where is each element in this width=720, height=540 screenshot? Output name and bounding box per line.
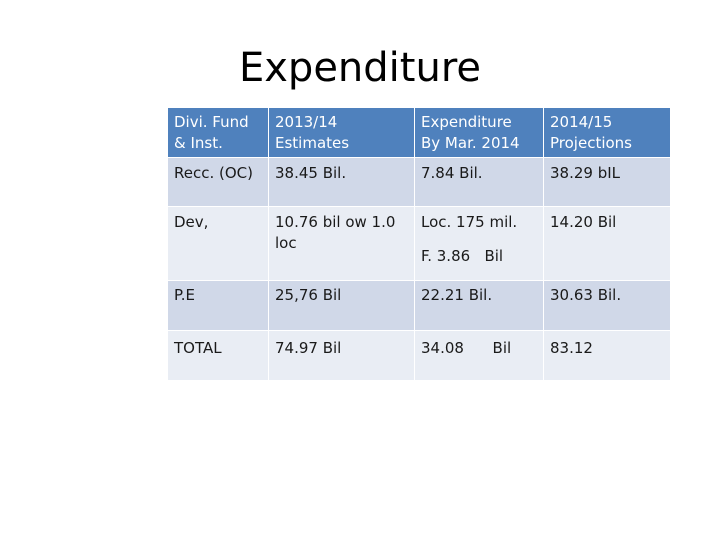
- header-estimates-line2: Estimates: [275, 134, 350, 152]
- expenditure-foreign: F. 3.86 Bil: [421, 247, 504, 265]
- header-division: Divi. Fund & Inst.: [168, 108, 269, 158]
- estimates-cell: 25,76 Bil: [269, 281, 415, 331]
- header-expenditure: Expenditure By Mar. 2014: [415, 108, 544, 158]
- header-expenditure-line2: By Mar. 2014: [421, 134, 520, 152]
- expenditure-cell: Loc. 175 mil. F. 3.86 Bil: [415, 207, 544, 281]
- header-projections-line1: 2014/15: [550, 113, 613, 131]
- row-label: TOTAL: [168, 331, 269, 381]
- header-projections: 2014/15 Projections: [544, 108, 670, 158]
- header-row: Divi. Fund & Inst. 2013/14 Estimates Exp…: [168, 108, 670, 158]
- table-row-development: Dev, 10.76 bil ow 1.0 loc Loc. 175 mil. …: [168, 207, 670, 281]
- row-label: Recc. (OC): [168, 158, 269, 207]
- expenditure-local: Loc. 175 mil.: [421, 213, 518, 231]
- projections-cell: 30.63 Bil.: [544, 281, 670, 331]
- table-row-recurrent: Recc. (OC) 38.45 Bil. 7.84 Bil. 38.29 bI…: [168, 158, 670, 207]
- expenditure-cell: 22.21 Bil.: [415, 281, 544, 331]
- header-estimates: 2013/14 Estimates: [269, 108, 415, 158]
- projections-cell: 14.20 Bil: [544, 207, 670, 281]
- slide-title-text: Expenditure: [238, 45, 481, 91]
- row-label: Dev,: [168, 207, 269, 281]
- expenditure-cell: 34.08 Bil: [415, 331, 544, 381]
- expenditure-table: Divi. Fund & Inst. 2013/14 Estimates Exp…: [168, 108, 670, 381]
- table-header: Divi. Fund & Inst. 2013/14 Estimates Exp…: [168, 108, 670, 158]
- estimates-cell: 38.45 Bil.: [269, 158, 415, 207]
- projections-cell: 38.29 bIL: [544, 158, 670, 207]
- projections-cell: 83.12: [544, 331, 670, 381]
- header-estimates-line1: 2013/14: [275, 113, 338, 131]
- estimates-cell: 74.97 Bil: [269, 331, 415, 381]
- expenditure-cell: 7.84 Bil.: [415, 158, 544, 207]
- header-expenditure-line1: Expenditure: [421, 113, 512, 131]
- header-division-line2: & Inst.: [174, 134, 223, 152]
- slide-title: Expenditure: [0, 40, 720, 96]
- table-row-total: TOTAL 74.97 Bil 34.08 Bil 83.12: [168, 331, 670, 381]
- header-division-line1: Divi. Fund: [174, 113, 249, 131]
- row-label: P.E: [168, 281, 269, 331]
- estimates-cell: 10.76 bil ow 1.0 loc: [269, 207, 415, 281]
- header-projections-line2: Projections: [550, 134, 632, 152]
- table-row-pe: P.E 25,76 Bil 22.21 Bil. 30.63 Bil.: [168, 281, 670, 331]
